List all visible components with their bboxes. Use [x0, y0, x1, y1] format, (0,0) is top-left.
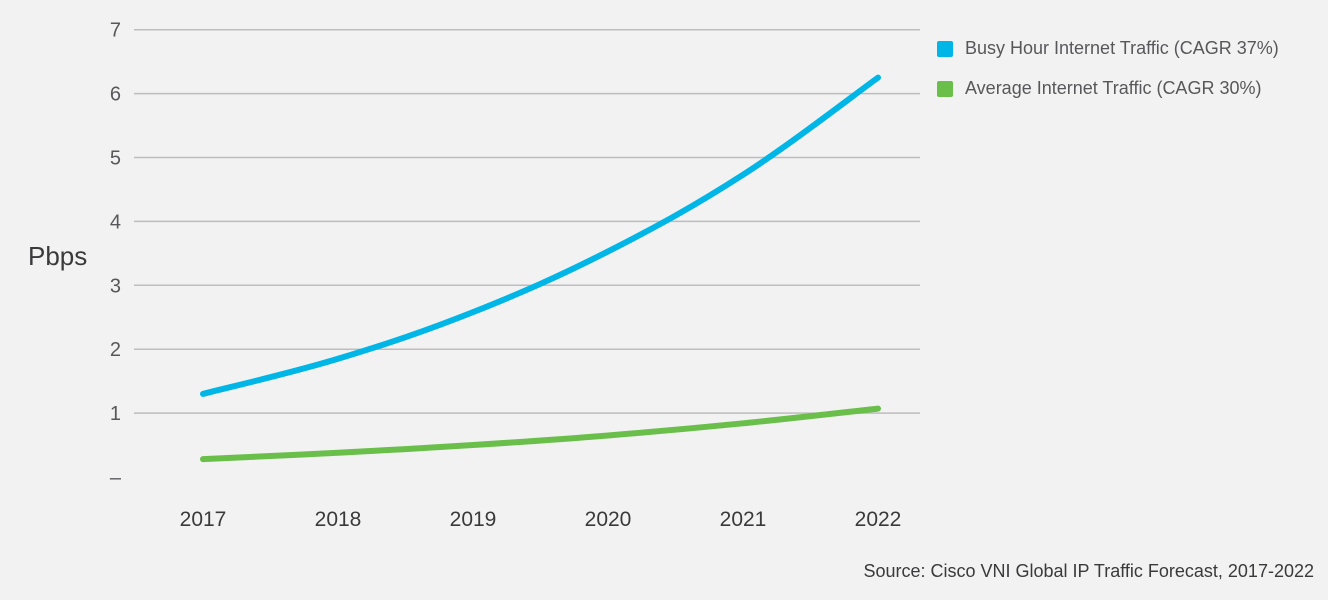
legend-item: Average Internet Traffic (CAGR 30%): [937, 78, 1261, 98]
series-line-average: [200, 405, 881, 463]
y-axis-ticks: – 1 2 3 4 5 6 7: [110, 20, 122, 489]
legend-label: Average Internet Traffic (CAGR 30%): [965, 78, 1261, 98]
x-tick-label: 2022: [855, 508, 902, 531]
y-axis-title: Pbps: [28, 241, 87, 271]
x-tick-label: 2019: [450, 508, 497, 531]
source-note: Source: Cisco VNI Global IP Traffic Fore…: [863, 561, 1314, 581]
y-tick-label: 6: [110, 84, 121, 106]
legend-swatch: [937, 41, 953, 57]
x-axis-ticks: 2017 2018 2019 2020 2021 2022: [180, 508, 902, 531]
y-tick-label: 5: [110, 148, 121, 170]
series-lines: [200, 74, 881, 463]
x-tick-label: 2021: [720, 508, 767, 531]
y-tick-label: –: [110, 467, 122, 489]
legend-item: Busy Hour Internet Traffic (CAGR 37%): [937, 38, 1279, 58]
x-tick-label: 2017: [180, 508, 227, 531]
legend-label: Busy Hour Internet Traffic (CAGR 37%): [965, 38, 1279, 58]
y-tick-label: 3: [110, 275, 121, 297]
y-tick-label: 1: [110, 403, 121, 425]
gridlines: [134, 28, 920, 414]
legend: Busy Hour Internet Traffic (CAGR 37%) Ave…: [937, 38, 1279, 98]
y-tick-label: 2: [110, 339, 121, 361]
series-line-busy-hour: [200, 74, 881, 397]
x-tick-label: 2018: [315, 508, 362, 531]
y-tick-label: 7: [110, 20, 121, 42]
x-tick-label: 2020: [585, 508, 632, 531]
legend-swatch: [937, 81, 953, 97]
y-tick-label: 4: [110, 211, 121, 233]
